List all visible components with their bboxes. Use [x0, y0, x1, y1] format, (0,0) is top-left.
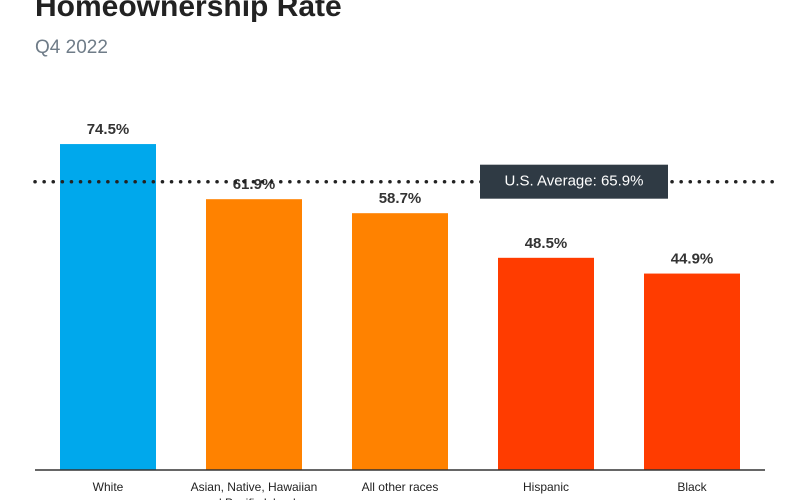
x-tick-label-box: Hispanic [522, 480, 570, 494]
x-tick-label: Hispanic [522, 480, 570, 494]
x-tick-label-box: White [92, 480, 124, 494]
chart-title: Homeownership Rate [35, 0, 342, 23]
value-label: 74.5% [87, 121, 130, 138]
x-tick-label: Asian, Native, Hawaiian and Pacific Isla… [190, 480, 318, 500]
value-label: 48.5% [525, 235, 568, 252]
bar [352, 213, 448, 470]
x-tick-label-box: Asian, Native, Hawaiian and Pacific Isla… [190, 480, 318, 500]
value-label: 44.9% [671, 251, 714, 268]
bar [498, 257, 594, 470]
bar [644, 273, 740, 470]
reference-label-box [480, 164, 668, 199]
value-label: 58.7% [379, 190, 422, 207]
bar [206, 199, 302, 470]
x-tick-label: Black [677, 480, 707, 494]
reference-label: U.S. Average: 65.9% [505, 173, 644, 190]
x-tick-label: All other races [361, 480, 439, 494]
chart-subtitle: Q4 2022 [35, 37, 108, 58]
x-tick-label-box: All other races [361, 480, 439, 494]
x-tick-label-box: Black [677, 480, 707, 494]
x-tick-label: White [92, 480, 124, 494]
bar [60, 144, 156, 470]
value-label: 61.9% [233, 176, 276, 193]
